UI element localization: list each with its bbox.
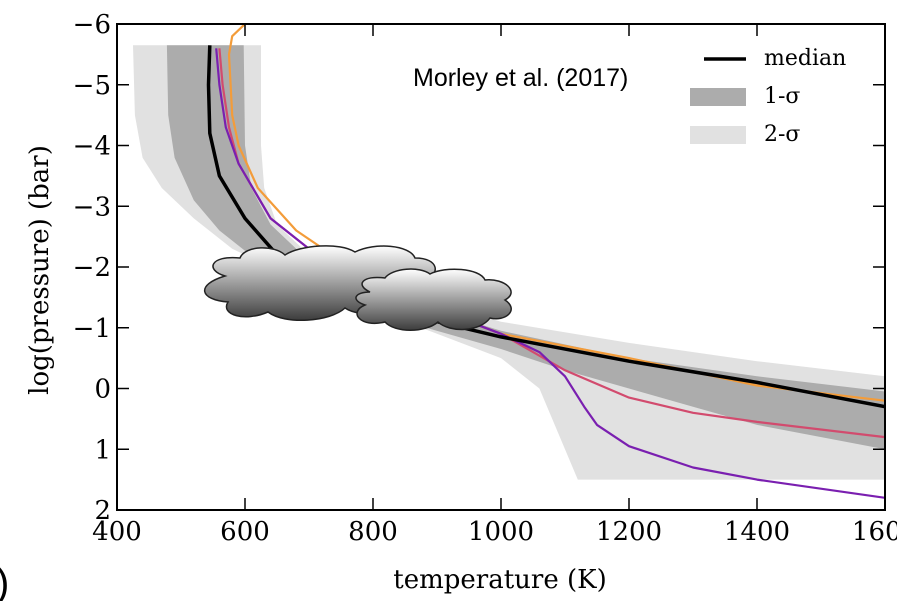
x-axis-label: temperature (K)	[393, 565, 606, 595]
x-tick-label: 1000	[468, 517, 534, 547]
x-tick-label: 800	[348, 517, 398, 547]
y-tick-label: −4	[73, 132, 111, 162]
model-line	[227, 24, 885, 402]
sigma-band	[166, 45, 885, 450]
y-tick-label: −3	[73, 192, 111, 222]
legend-swatch	[690, 126, 746, 144]
legend-swatch	[690, 88, 746, 106]
model-line	[215, 48, 885, 499]
x-tick-label: 1400	[724, 517, 790, 547]
y-axis-label: log(pressure) (bar)	[25, 145, 55, 395]
clouds	[203, 245, 512, 331]
legend-label: 2-σ	[764, 122, 800, 147]
x-tick-label: 400	[92, 517, 142, 547]
legend-label: 1-σ	[764, 84, 800, 109]
y-tick-label: −6	[73, 10, 111, 40]
x-tick-label: 600	[220, 517, 270, 547]
y-tick-label: −1	[73, 314, 111, 344]
y-tick-label: 0	[94, 375, 111, 405]
y-tick-label: −5	[73, 71, 111, 101]
y-tick-label: −2	[73, 253, 111, 283]
x-tick-label: 1600	[852, 517, 897, 547]
annotation: Morley et al. (2017)	[413, 64, 628, 92]
plot-frame	[116, 23, 886, 511]
y-tick-label: 1	[94, 435, 111, 465]
x-tick-label: 1200	[596, 517, 662, 547]
y-tick-label: 2	[94, 496, 111, 526]
panel-label: )	[0, 561, 9, 601]
legend-label: median	[764, 46, 846, 71]
